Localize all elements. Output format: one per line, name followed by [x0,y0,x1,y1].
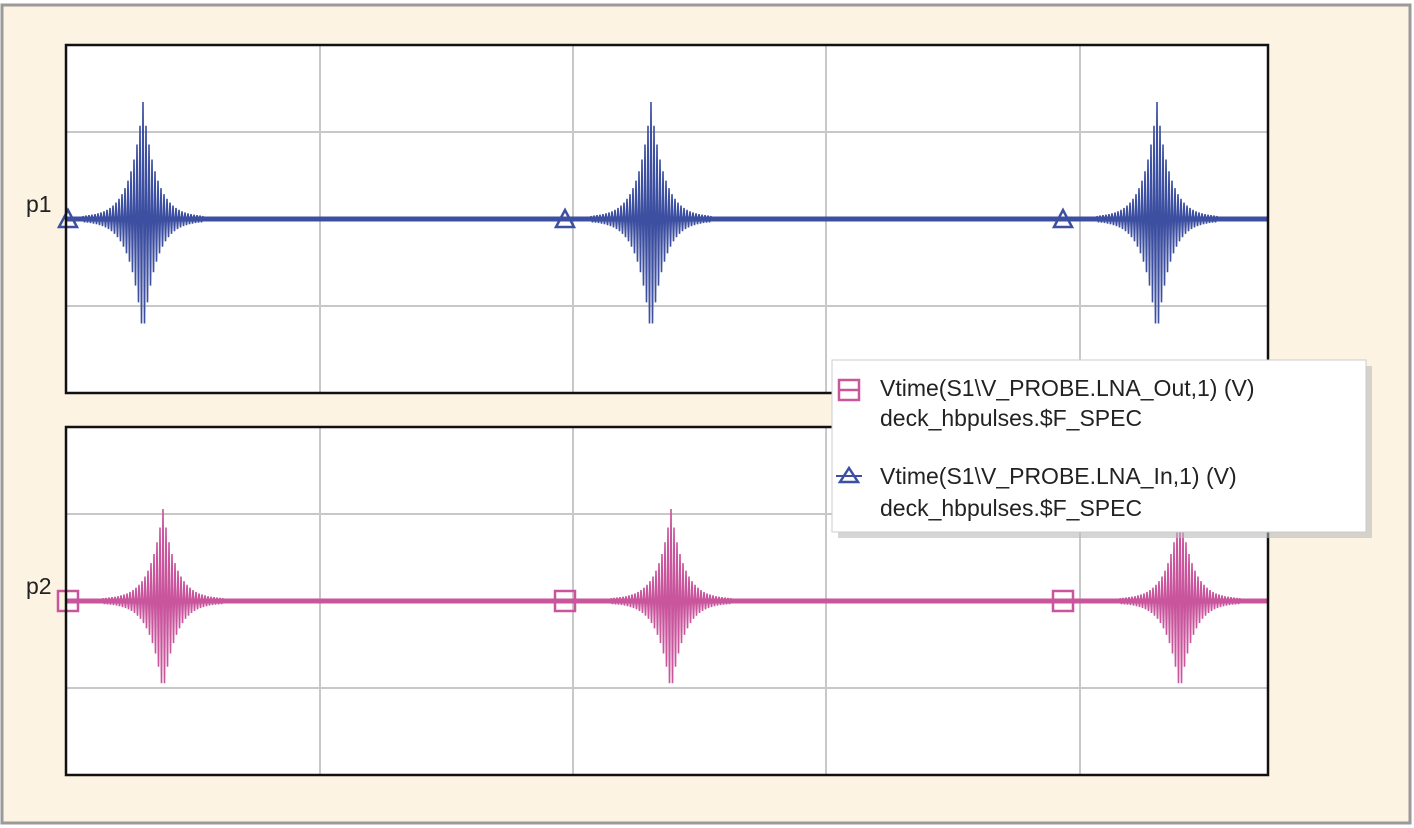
trace-marker [1051,207,1075,229]
legend-text: Vtime(S1\V_PROBE.LNA_Out,1) (V) [880,375,1255,401]
trace-marker [56,207,80,229]
panel-label: p1 [26,191,52,217]
waveform-pulse [1096,101,1218,324]
trace-marker [56,589,80,613]
legend-box [831,359,1367,533]
plot-border [64,43,1270,395]
legend-text: Vtime(S1\V_PROBE.LNA_In,1) (V) [880,463,1237,489]
legend-text: deck_hbpulses.$F_SPEC [880,405,1142,431]
panel-label: p2 [26,573,52,599]
plot-panel [56,43,1270,395]
waveform-pulse [590,101,712,324]
waveform-pulse [610,508,732,684]
waveform-pulse [82,101,204,324]
plot-border [64,425,1270,777]
legend-text: deck_hbpulses.$F_SPEC [880,495,1142,521]
trace-marker [553,589,577,613]
legend: Vtime(S1\V_PROBE.LNA_Out,1) (V) deck_hbp… [831,359,1372,538]
trace-marker [1051,589,1075,613]
waveform-pulse [102,508,224,684]
trace-marker [553,207,577,229]
